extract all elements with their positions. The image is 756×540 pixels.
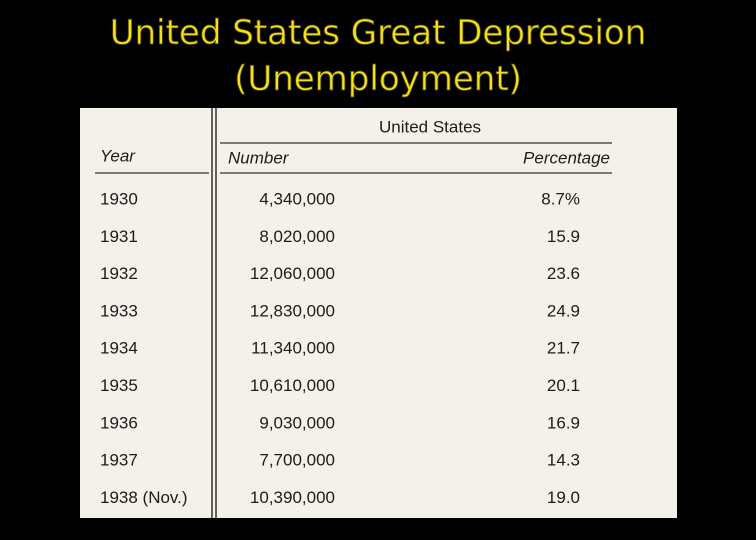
year-cell: 1937 [100,451,138,470]
year-cell: 1933 [100,301,138,320]
column-header: Number [228,148,290,167]
table-body: 1930 4,340,000 8.7% 1931 8,020,000 15.9 1932 12… [100,189,580,506]
year-cell: 1932 [100,264,138,283]
number-cell: 12,060,000 [250,264,335,283]
percentage-cell: 21.7 [547,339,580,358]
year-cell: 1936 [100,413,138,432]
number-cell: 12,830,000 [250,301,335,320]
percentage-cell: 23.6 [547,264,580,283]
number-cell: 9,030,000 [259,413,335,432]
percentage-cell: 16.9 [547,413,580,432]
title-line: United States Great Depression [110,13,647,53]
column-header: Percentage [523,148,610,167]
number-cell: 4,340,000 [259,189,335,208]
group-header: United States [379,117,481,136]
year-cell: 1931 [100,227,138,246]
column-header: Year [100,146,136,165]
year-cell: 1934 [100,339,138,358]
table-background [80,108,677,518]
percentage-cell: 24.9 [547,301,580,320]
percentage-cell: 20.1 [547,376,580,395]
title-line: (Unemployment) [234,59,522,99]
percentage-cell: 8.7% [541,189,580,208]
year-cell: 1930 [100,189,138,208]
percentage-cell: 15.9 [547,227,580,246]
year-cell: 1935 [100,376,138,395]
year-cell: 1938 (Nov.) [100,488,188,507]
number-cell: 10,610,000 [250,376,335,395]
number-cell: 7,700,000 [259,451,335,470]
percentage-cell: 14.3 [547,451,580,470]
number-cell: 11,340,000 [251,339,335,358]
percentage-cell: 19.0 [547,488,580,507]
number-cell: 8,020,000 [259,227,335,246]
number-cell: 10,390,000 [250,488,335,507]
